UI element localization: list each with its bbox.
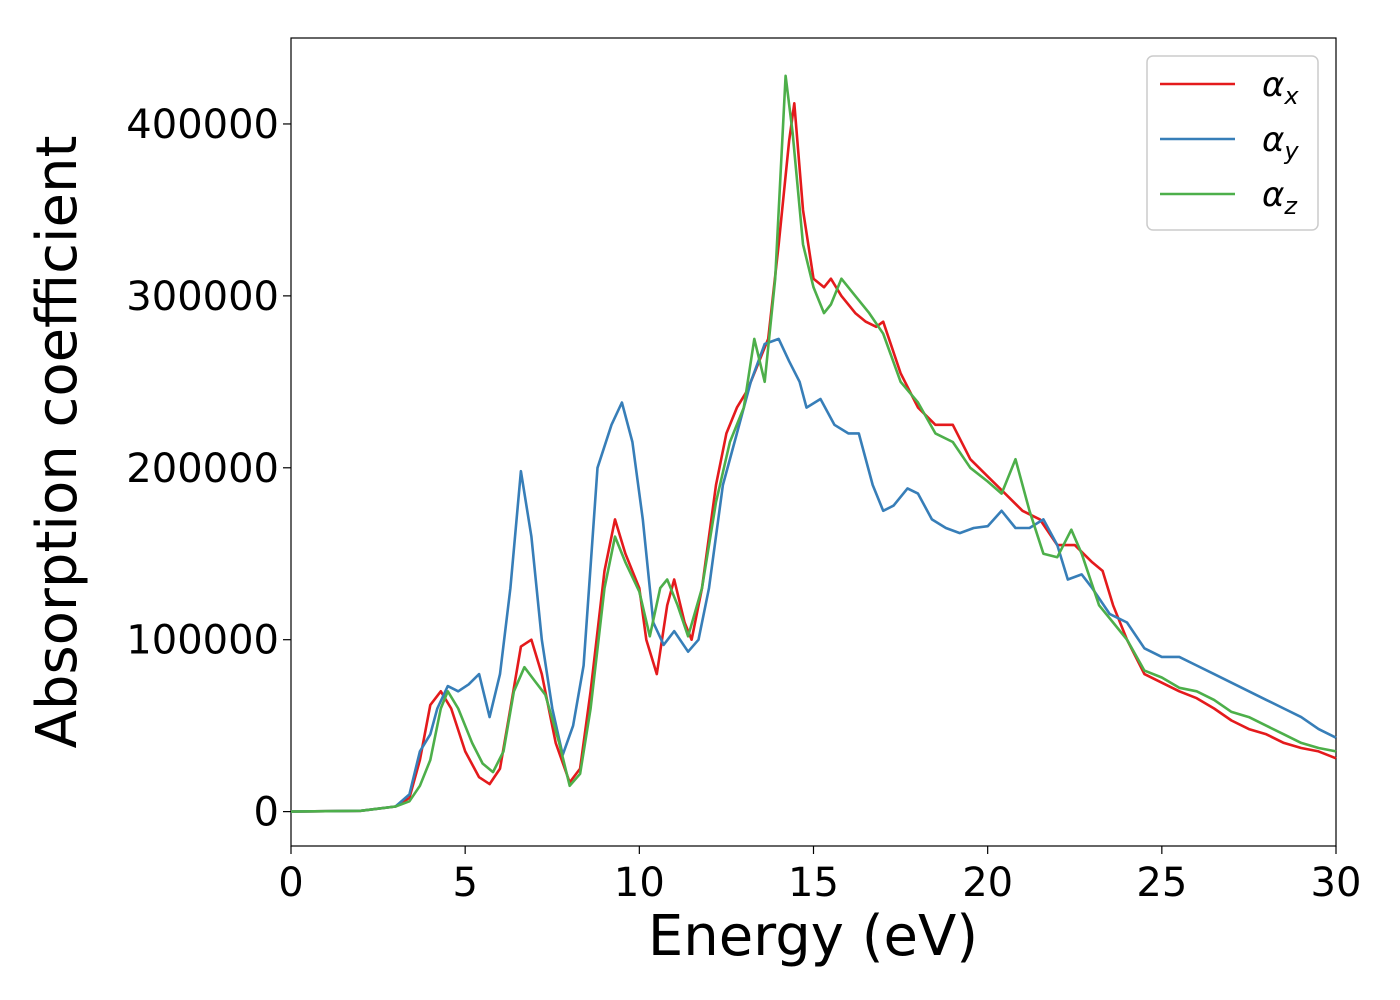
y-axis-ticks: 0 100000 200000 300000 400000 xyxy=(126,102,291,836)
series-line-y xyxy=(290,337,1337,813)
x-tick-label: 25 xyxy=(1136,860,1187,906)
x-axis-title: Energy (eV) xyxy=(648,904,978,969)
y-tick-label: 200000 xyxy=(126,446,279,492)
legend-label-x: αx xyxy=(1262,65,1299,110)
legend-box xyxy=(1146,55,1319,231)
y-tick-label: 0 xyxy=(254,790,279,836)
series-line-x xyxy=(290,102,1337,813)
y-tick-label: 100000 xyxy=(126,618,279,664)
legend-label-y: αy xyxy=(1262,120,1299,165)
x-tick-label: 30 xyxy=(1311,860,1362,906)
y-tick-label: 400000 xyxy=(126,102,279,148)
series-layer xyxy=(290,74,1337,813)
y-tick-label: 300000 xyxy=(126,274,279,320)
x-tick-label: 5 xyxy=(452,860,477,906)
x-tick-label: 15 xyxy=(788,860,839,906)
x-axis-ticks: 0 5 10 15 20 25 30 xyxy=(278,846,1361,906)
x-tick-label: 0 xyxy=(278,860,303,906)
legend-label-z: αz xyxy=(1262,175,1298,220)
series-line-z xyxy=(290,74,1337,813)
x-tick-label: 20 xyxy=(962,860,1013,906)
x-tick-label: 10 xyxy=(614,860,665,906)
legend: αx αy αz xyxy=(1146,55,1319,231)
y-axis-title: Absorption coefficient xyxy=(25,136,90,749)
